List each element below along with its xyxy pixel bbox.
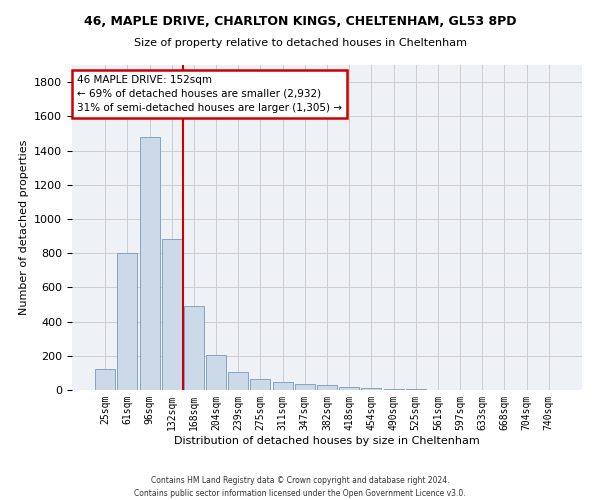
Bar [228,372,248,390]
Text: 46 MAPLE DRIVE: 152sqm
← 69% of detached houses are smaller (2,932)
31% of semi-: 46 MAPLE DRIVE: 152sqm ← 69% of detached… [77,74,342,113]
Bar [383,389,404,390]
Bar [118,253,137,390]
Y-axis label: Number of detached properties: Number of detached properties [19,140,29,315]
Text: Size of property relative to detached houses in Cheltenham: Size of property relative to detached ho… [133,38,467,48]
Bar [206,355,226,390]
X-axis label: Distribution of detached houses by size in Cheltenham: Distribution of detached houses by size … [174,436,480,446]
Bar [250,379,271,390]
Text: 46, MAPLE DRIVE, CHARLTON KINGS, CHELTENHAM, GL53 8PD: 46, MAPLE DRIVE, CHARLTON KINGS, CHELTEN… [84,15,516,28]
Bar [140,137,160,390]
Text: Contains HM Land Registry data © Crown copyright and database right 2024.
Contai: Contains HM Land Registry data © Crown c… [134,476,466,498]
Bar [339,386,359,390]
Bar [162,240,182,390]
Bar [272,382,293,390]
Bar [95,368,115,390]
Bar [361,388,382,390]
Bar [295,384,315,390]
Bar [317,386,337,390]
Bar [184,306,204,390]
